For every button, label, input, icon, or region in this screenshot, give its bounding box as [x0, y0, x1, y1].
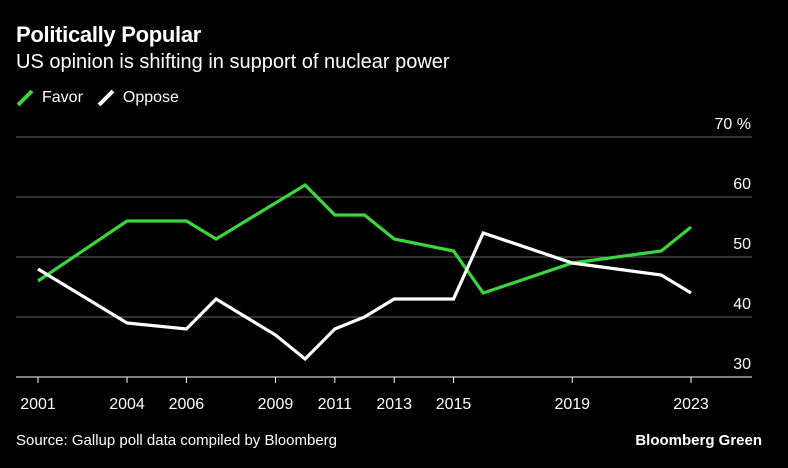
y-tick-label-70: 70 %	[715, 116, 751, 133]
legend-label-favor: Favor	[42, 89, 83, 106]
x-tick-label-2001: 2001	[20, 396, 56, 413]
legend-item-oppose: Oppose	[97, 89, 179, 107]
favor-swatch-icon	[16, 89, 34, 107]
x-tick-label-2006: 2006	[169, 396, 205, 413]
legend: Favor Oppose	[16, 89, 193, 107]
x-tick-label-2009: 2009	[258, 396, 294, 413]
x-tick-label-2023: 2023	[673, 396, 709, 413]
legend-label-oppose: Oppose	[122, 89, 179, 106]
y-tick-label-40: 40	[733, 296, 751, 313]
x-tick-label-2019: 2019	[554, 396, 590, 413]
x-tick-label-2011: 2011	[318, 396, 353, 413]
x-tick-label-2004: 2004	[109, 396, 145, 413]
legend-item-favor: Favor	[16, 89, 83, 107]
series-line-favor	[37, 182, 693, 295]
brand-logo: Bloomberg Green	[635, 432, 762, 449]
source-note: Source: Gallup poll data compiled by Blo…	[16, 432, 338, 449]
oppose-swatch-icon	[97, 89, 115, 107]
x-tick-label-2013: 2013	[376, 396, 412, 413]
chart-subtitle: US opinion is shifting in support of nuc…	[16, 51, 450, 73]
chart-title: Politically Popular	[16, 22, 202, 47]
y-tick-label-60: 60	[733, 176, 751, 193]
y-tick-label-50: 50	[733, 236, 751, 253]
series-line-oppose	[37, 231, 692, 362]
y-tick-label-30: 30	[733, 356, 751, 373]
x-tick-label-2015: 2015	[436, 396, 472, 413]
